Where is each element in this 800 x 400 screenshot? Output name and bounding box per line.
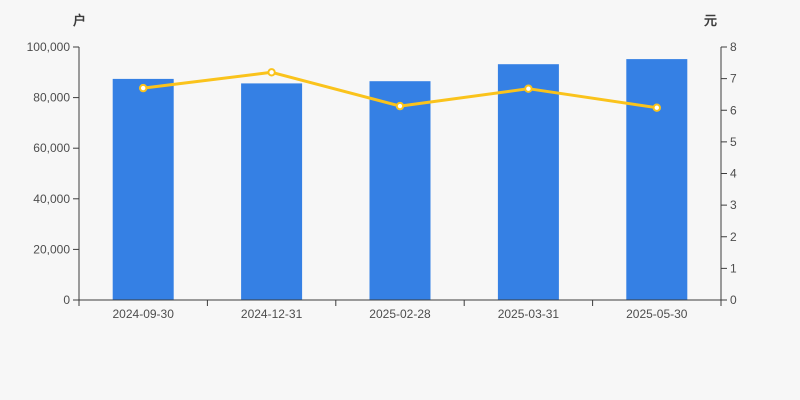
left-axis-tick-label: 0 xyxy=(63,293,70,307)
right-axis-tick-label: 6 xyxy=(730,103,737,117)
bar[interactable] xyxy=(241,83,303,301)
right-axis-tick-label: 0 xyxy=(730,293,737,307)
bar[interactable] xyxy=(497,64,559,300)
right-axis-tick-label: 7 xyxy=(730,72,737,86)
bar[interactable] xyxy=(112,78,174,301)
right-axis-tick-label: 1 xyxy=(730,261,737,275)
x-axis-category-label: 2025-05-30 xyxy=(626,307,688,321)
right-axis-unit-label: 元 xyxy=(704,13,718,28)
x-axis-category-label: 2024-09-30 xyxy=(113,307,175,321)
left-axis-tick-label: 60,000 xyxy=(33,141,70,155)
x-axis-category-label: 2025-03-31 xyxy=(498,307,560,321)
x-axis-category-label: 2025-02-28 xyxy=(369,307,431,321)
right-axis-tick-label: 5 xyxy=(730,135,737,149)
line-marker[interactable] xyxy=(395,101,405,111)
bar[interactable] xyxy=(626,59,688,300)
right-axis-tick-label: 8 xyxy=(730,40,737,54)
left-axis-tick-label: 100,000 xyxy=(27,40,71,54)
right-axis-tick-label: 4 xyxy=(730,167,737,181)
bar[interactable] xyxy=(369,81,431,300)
x-axis-category-label: 2024-12-31 xyxy=(241,307,303,321)
line-marker[interactable] xyxy=(652,103,661,112)
line-marker[interactable] xyxy=(267,68,276,77)
left-axis-tick-label: 40,000 xyxy=(33,192,70,206)
line-marker[interactable] xyxy=(524,84,533,93)
left-axis-unit-label: 户 xyxy=(73,13,87,28)
left-axis-tick-label: 80,000 xyxy=(33,91,70,105)
line-marker[interactable] xyxy=(139,83,148,93)
right-axis-tick-label: 3 xyxy=(730,198,737,212)
left-axis-tick-label: 20,000 xyxy=(33,242,70,256)
right-axis-tick-label: 2 xyxy=(730,230,737,244)
